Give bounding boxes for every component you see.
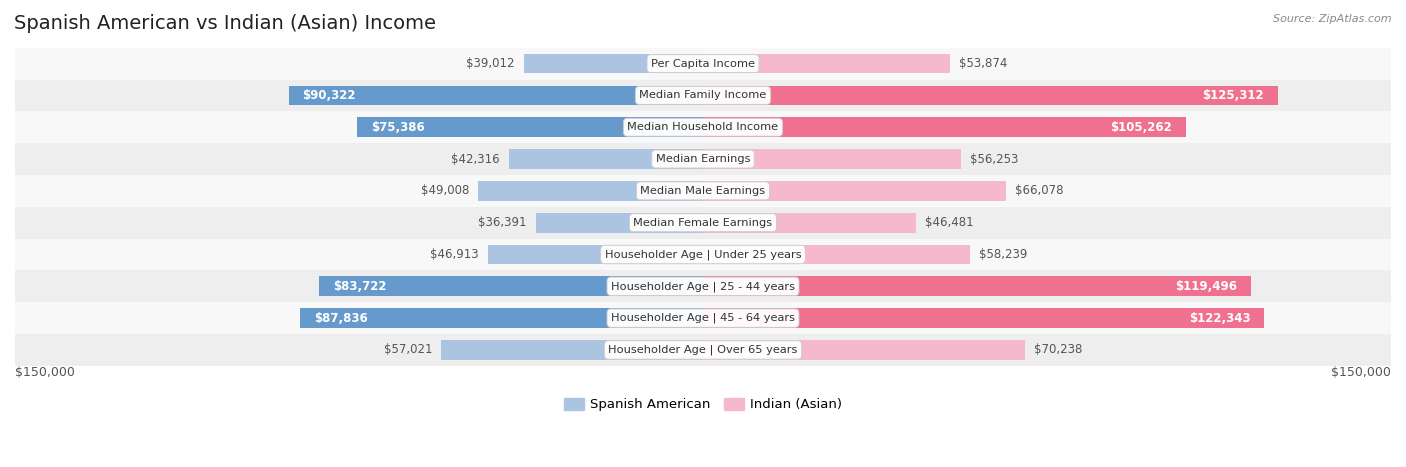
Bar: [703, 54, 950, 73]
Legend: Spanish American, Indian (Asian): Spanish American, Indian (Asian): [558, 393, 848, 417]
Text: Householder Age | Over 65 years: Householder Age | Over 65 years: [609, 345, 797, 355]
Bar: [441, 340, 703, 360]
Text: $70,238: $70,238: [1035, 343, 1083, 356]
Bar: [703, 308, 1264, 328]
Bar: [15, 302, 1391, 334]
Bar: [319, 276, 703, 296]
Bar: [703, 149, 962, 169]
Text: $66,078: $66,078: [1015, 184, 1064, 198]
Text: $46,481: $46,481: [925, 216, 974, 229]
Text: $150,000: $150,000: [1331, 366, 1391, 379]
Text: Per Capita Income: Per Capita Income: [651, 58, 755, 69]
Bar: [703, 245, 970, 264]
Bar: [15, 334, 1391, 366]
Text: Householder Age | 25 - 44 years: Householder Age | 25 - 44 years: [612, 281, 794, 291]
Text: $58,239: $58,239: [980, 248, 1028, 261]
Bar: [15, 48, 1391, 79]
Text: $105,262: $105,262: [1111, 121, 1173, 134]
Text: Householder Age | Under 25 years: Householder Age | Under 25 years: [605, 249, 801, 260]
Bar: [478, 181, 703, 201]
Text: Spanish American vs Indian (Asian) Income: Spanish American vs Indian (Asian) Incom…: [14, 14, 436, 33]
Text: Median Family Income: Median Family Income: [640, 91, 766, 100]
Text: $87,836: $87,836: [314, 311, 367, 325]
Text: $122,343: $122,343: [1188, 311, 1250, 325]
Bar: [15, 207, 1391, 239]
Text: $39,012: $39,012: [467, 57, 515, 70]
Text: $56,253: $56,253: [970, 153, 1018, 165]
Text: $53,874: $53,874: [959, 57, 1008, 70]
Bar: [703, 181, 1007, 201]
Text: $83,722: $83,722: [333, 280, 387, 293]
Bar: [288, 85, 703, 105]
Bar: [703, 117, 1185, 137]
Bar: [703, 340, 1025, 360]
Text: Median Household Income: Median Household Income: [627, 122, 779, 132]
Text: $75,386: $75,386: [371, 121, 425, 134]
Bar: [703, 85, 1278, 105]
Text: $125,312: $125,312: [1202, 89, 1264, 102]
Text: $119,496: $119,496: [1175, 280, 1237, 293]
Text: Median Male Earnings: Median Male Earnings: [641, 186, 765, 196]
Text: Median Earnings: Median Earnings: [655, 154, 751, 164]
Bar: [703, 276, 1251, 296]
Bar: [524, 54, 703, 73]
Bar: [15, 143, 1391, 175]
Bar: [357, 117, 703, 137]
Text: Householder Age | 45 - 64 years: Householder Age | 45 - 64 years: [612, 313, 794, 323]
Text: Source: ZipAtlas.com: Source: ZipAtlas.com: [1274, 14, 1392, 24]
Bar: [15, 175, 1391, 207]
Bar: [15, 79, 1391, 111]
Bar: [488, 245, 703, 264]
Text: $46,913: $46,913: [430, 248, 478, 261]
Text: Median Female Earnings: Median Female Earnings: [634, 218, 772, 228]
Text: $150,000: $150,000: [15, 366, 75, 379]
Text: $90,322: $90,322: [302, 89, 356, 102]
Bar: [536, 213, 703, 233]
Text: $57,021: $57,021: [384, 343, 432, 356]
Text: $36,391: $36,391: [478, 216, 527, 229]
Bar: [15, 270, 1391, 302]
Text: $49,008: $49,008: [420, 184, 470, 198]
Bar: [15, 239, 1391, 270]
Bar: [703, 213, 917, 233]
Bar: [15, 111, 1391, 143]
Text: $42,316: $42,316: [451, 153, 499, 165]
Bar: [299, 308, 703, 328]
Bar: [509, 149, 703, 169]
